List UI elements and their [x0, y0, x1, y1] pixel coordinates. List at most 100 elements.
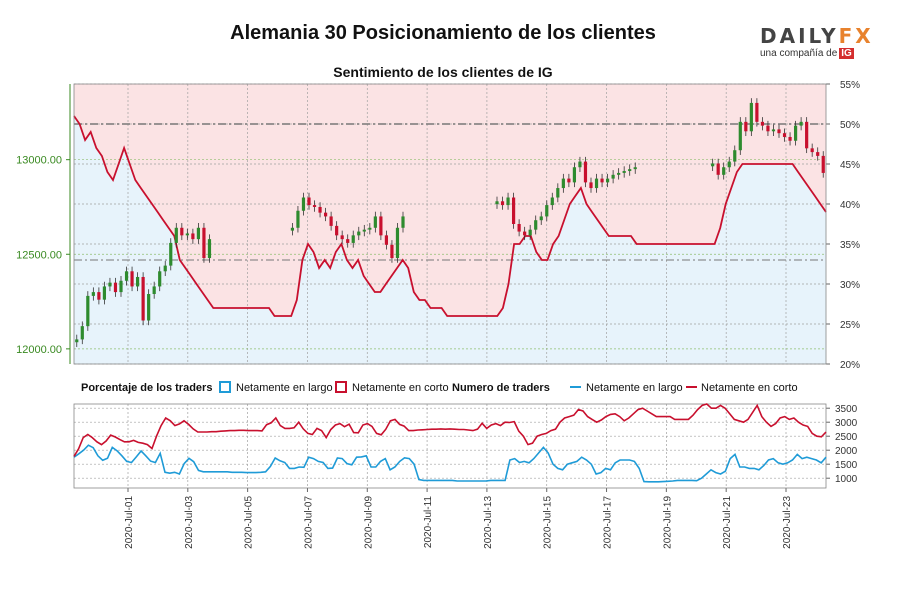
candle-body [805, 121, 809, 149]
candle-body [169, 242, 173, 266]
candle-body [733, 150, 737, 162]
candle-body [716, 163, 720, 175]
left-tick-label: 12000.00 [16, 344, 62, 356]
right-tick-label: 25% [840, 320, 860, 331]
candle-body [379, 216, 383, 236]
candle-body [102, 286, 107, 300]
right-tick-label: 55% [840, 80, 860, 91]
candle-body [500, 201, 505, 206]
candle-body [523, 231, 527, 236]
candle-body [329, 216, 333, 226]
candle-body [97, 292, 101, 300]
legend-long-swatch [219, 381, 231, 393]
legend-short-label: Netamente en corto [352, 382, 449, 394]
logo-wordmark-left: DAILY [760, 24, 839, 48]
candle-body [567, 178, 571, 183]
candle-body [722, 167, 726, 175]
candle-body [821, 155, 825, 173]
candle-body [141, 276, 145, 321]
sub-tick-label: 3000 [835, 418, 858, 429]
legend-short-swatch [335, 381, 347, 393]
traders-long-line [73, 444, 827, 483]
x-tick-label: 2020-Jul-01 [124, 496, 135, 549]
candle-body [362, 229, 366, 232]
candle-body [545, 205, 549, 217]
candle-body [357, 231, 361, 236]
candle-body [605, 178, 610, 183]
candle-body [583, 161, 588, 183]
sub-tick-label: 1000 [835, 474, 858, 485]
candle-body [191, 233, 195, 240]
candle-body [196, 227, 201, 240]
dailyfx-logo: DAILYFX una compañía de IG [760, 24, 871, 59]
candle-body [351, 235, 355, 243]
candle-body [108, 282, 112, 287]
candle-body [346, 239, 350, 243]
sub-frame [73, 403, 827, 489]
candle-body [307, 197, 311, 206]
candle-body [611, 174, 615, 179]
traders-short-line [73, 403, 827, 457]
candle-body [600, 178, 604, 183]
candle-body [152, 286, 156, 294]
candle-body [788, 136, 792, 141]
candle-body [119, 280, 123, 293]
legend-long-line-label: Netamente en largo [586, 382, 683, 394]
candle-body [622, 171, 626, 173]
legend-pct-title: Porcentaje de los traders [81, 382, 212, 394]
sub-tick-label: 2000 [835, 446, 858, 457]
logo-wordmark-right: FX [838, 24, 874, 48]
right-tick-label: 40% [840, 200, 860, 211]
candle-body [755, 102, 759, 122]
sub-tick-label: 3500 [835, 404, 858, 415]
x-tick-label: 2020-Jul-03 [184, 496, 195, 549]
candle-body [810, 148, 814, 153]
x-tick-label: 2020-Jul-21 [722, 496, 733, 549]
chart-subtitle: Sentimiento de los clientes de IG [333, 64, 553, 80]
candle-body [290, 227, 295, 231]
legend-num-title: Numero de traders [452, 382, 550, 394]
x-tick-label: 2020-Jul-23 [782, 496, 793, 549]
candle-body [80, 326, 84, 340]
candle-body [793, 125, 798, 141]
candle-body [771, 129, 776, 132]
candle-body [335, 225, 339, 236]
sub-tick-label: 2500 [835, 432, 858, 443]
candle-body [561, 178, 565, 189]
legend-short-line-label: Netamente en corto [701, 382, 798, 394]
candle-body [760, 121, 765, 126]
candle-body [401, 216, 405, 228]
candle-body [572, 167, 577, 183]
candle-body [550, 197, 554, 206]
candle-body [816, 152, 820, 156]
main-frame [73, 83, 827, 365]
candle-body [506, 197, 510, 206]
x-tick-label: 2020-Jul-17 [603, 496, 614, 549]
main-panel: 20% 25% 30% 35% 40% 45% 50% 55% 12000.00 12500.00… [16, 80, 860, 371]
candle-body [368, 227, 372, 230]
candle-body [594, 178, 599, 189]
candle-body [766, 125, 770, 132]
candle-body [528, 229, 532, 236]
candle-body [511, 197, 516, 224]
candle-body [296, 210, 300, 228]
candle-body [174, 227, 178, 243]
candle-body [738, 121, 742, 151]
logo-tagline-text: una compañía de [760, 48, 838, 59]
candle-body [318, 206, 322, 213]
chart-title: Alemania 30 Posicionamiento de los clien… [230, 22, 656, 44]
ig-badge: IG [839, 48, 854, 59]
candle-body [727, 161, 731, 168]
logo-tagline: una compañía de IG [760, 48, 870, 59]
right-tick-label: 50% [840, 120, 860, 131]
candle-body [777, 129, 781, 134]
candle-body [340, 235, 344, 240]
candle-body [207, 239, 212, 259]
right-tick-label: 35% [840, 240, 860, 251]
left-tick-label: 12500.00 [16, 249, 62, 261]
candle-body [539, 216, 543, 221]
logo-wordmark: DAILYFX [760, 24, 871, 48]
candle-body [113, 282, 118, 293]
candle-body [373, 216, 377, 228]
